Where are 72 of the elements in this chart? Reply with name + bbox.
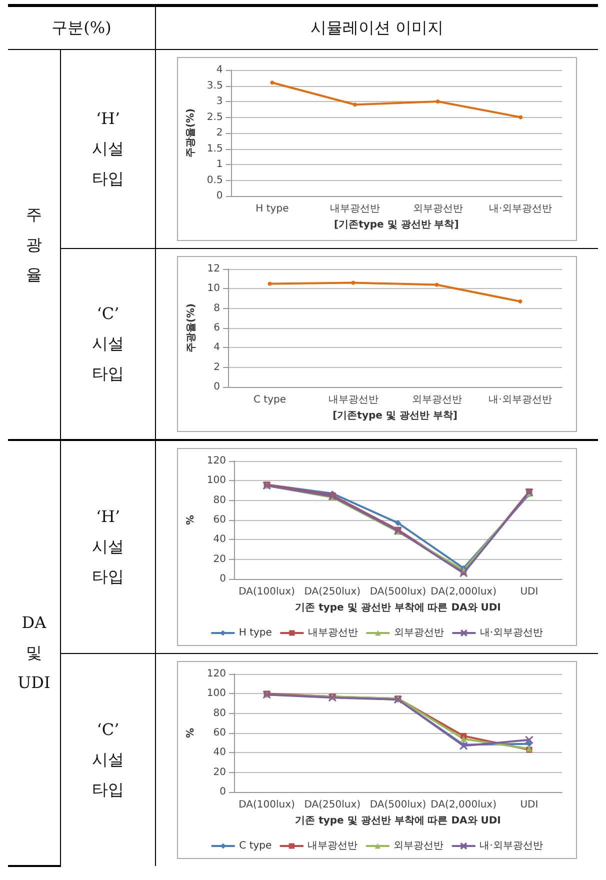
x-tick-label: H type [256, 204, 289, 214]
y-tick-label: 6 [214, 322, 220, 334]
x-tick-label: 내부광선반 [328, 394, 378, 406]
y-tick-label: 2 [214, 362, 220, 373]
x-tick-label: 외부광선반 [412, 204, 463, 214]
x-tick-label: 내·외부광선반 [489, 204, 552, 214]
legend-label: C type [239, 840, 272, 852]
y-tick-label: 8 [214, 302, 220, 314]
y-tick-label: 100 [206, 475, 226, 486]
y-tick-label: 3 [216, 96, 223, 107]
y-tick-label: 40 [213, 747, 226, 758]
text: ‘C’ 시설 타입 [91, 719, 125, 801]
x-tick-label: DA(100lux) [238, 800, 296, 810]
y-tick-label: 2 [216, 128, 223, 138]
y-tick-label: 0 [220, 574, 226, 584]
y-tick-label: 0 [216, 190, 223, 202]
x-tick-label: UDI [520, 586, 538, 598]
y-tick-label: 20 [213, 554, 226, 565]
y-tick-label: 12 [207, 264, 220, 274]
x-tick-label: DA(500lux) [370, 800, 426, 810]
legend-label: 내·외부광선반 [480, 628, 544, 638]
y-tick-label: 3.5 [206, 80, 223, 92]
x-tick-label: 내·외부광선반 [488, 394, 552, 406]
y-tick-label: 20 [213, 766, 226, 778]
x-tick-label: DA(2,000lux) [430, 586, 497, 598]
legend-label: 외부광선반 [394, 840, 444, 852]
x-tick-label: 내부광선반 [330, 204, 380, 214]
y-tick-label: 60 [213, 728, 226, 738]
x-axis-title: 기존 type 및 광선반 부착에 따른 DA와 UDI [295, 816, 501, 826]
text: DA 및 UDI [16, 612, 52, 694]
x-tick-label: DA(250lux) [304, 586, 361, 598]
text: 구분(%) [8, 6, 156, 50]
text: 시뮬레이션 이미지 [156, 6, 598, 50]
y-tick-label: 0.5 [206, 174, 223, 186]
y-tick-label: 80 [213, 494, 226, 506]
y-tick-label: 4 [214, 342, 220, 354]
y-axis-title: 주광율(%) [186, 108, 196, 158]
x-tick-label: DA(100lux) [238, 586, 296, 598]
legend-label: 내·외부광선반 [480, 840, 543, 852]
y-tick-label: 100 [206, 688, 226, 700]
y-tick-label: 4 [216, 64, 223, 76]
text: ‘C’ 시설 타입 [91, 303, 125, 385]
y-axis-title: % [186, 728, 196, 738]
text: ‘H’ 시설 타입 [91, 506, 125, 588]
y-tick-label: 40 [213, 534, 226, 546]
y-tick-label: 1 [216, 159, 223, 170]
y-tick-label: 0 [220, 786, 226, 798]
text: ‘H’ 시설 타입 [91, 108, 125, 190]
y-tick-label: 2.5 [206, 112, 223, 123]
legend-label: 외부광선반 [394, 628, 444, 638]
x-tick-label: 외부광선반 [412, 394, 462, 406]
y-tick-label: 120 [206, 668, 226, 680]
y-tick-label: 10 [207, 283, 220, 294]
y-tick-label: 0 [214, 382, 220, 392]
x-tick-label: C type [254, 394, 286, 406]
x-tick-label: DA(2,000lux) [430, 800, 497, 810]
y-tick-label: 80 [213, 708, 226, 719]
y-axis-title: % [186, 514, 196, 526]
legend-label: H type [238, 628, 272, 638]
y-tick-label: 1.5 [206, 143, 223, 154]
text: 주광율 [25, 204, 43, 286]
legend-label: 내부광선반 [308, 840, 358, 852]
x-tick-label: UDI [520, 800, 538, 810]
legend-label: 내부광선반 [308, 628, 358, 638]
x-axis-title: [기존type 및 광선반 부착] [332, 410, 458, 422]
x-tick-label: DA(250lux) [304, 800, 361, 810]
x-tick-label: DA(500lux) [370, 586, 426, 598]
y-axis-title: 주광율(%) [186, 303, 197, 353]
x-axis-title: [기존type 및 광선반 부착] [334, 220, 459, 230]
x-axis-title: 기존 type 및 광선반 부착에 따른 DA와 UDI [295, 602, 501, 614]
y-tick-label: 120 [206, 456, 226, 466]
y-tick-label: 60 [213, 514, 226, 526]
